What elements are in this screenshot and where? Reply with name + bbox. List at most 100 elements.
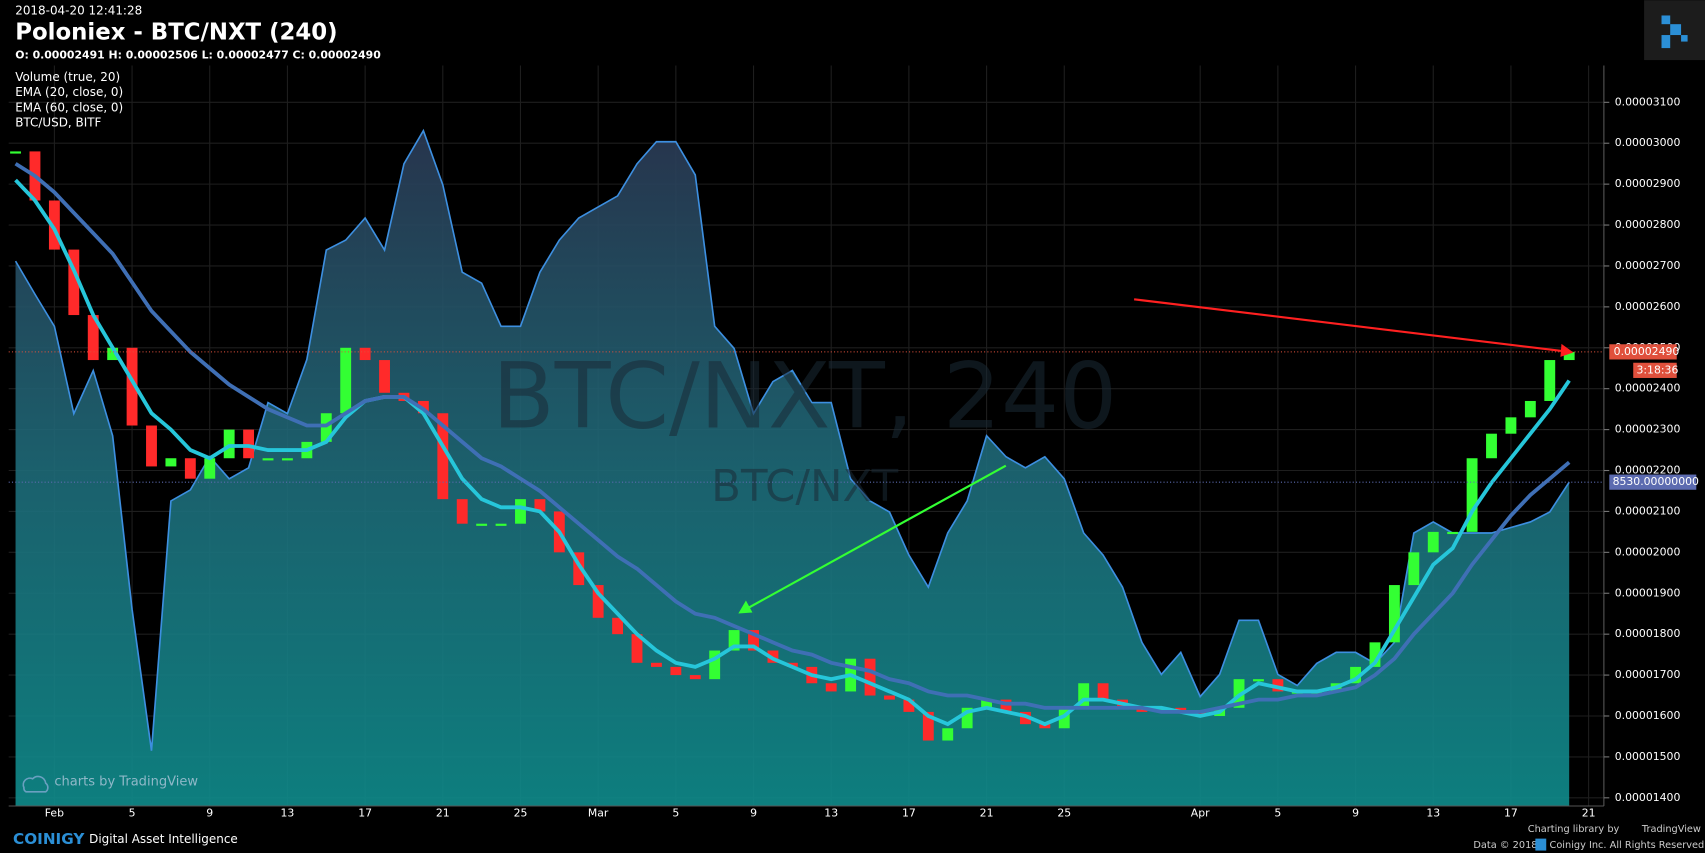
x-tick-label: 9 <box>1352 807 1359 820</box>
x-tick-label: 13 <box>824 807 838 820</box>
tv-logo <box>22 775 49 793</box>
price-bar <box>10 151 21 154</box>
price-bar <box>1097 683 1109 700</box>
legend-entry: Volume (true, 20) <box>15 70 120 84</box>
price-bar <box>146 425 157 467</box>
price-bar <box>1369 642 1381 667</box>
price-bar <box>864 658 876 696</box>
copyright-owner: Coinigy Inc. All Rights Reserved. <box>1550 840 1705 851</box>
price-bar <box>612 617 624 635</box>
price-bar <box>689 675 701 680</box>
chart-credit: charts by TradingView <box>54 775 198 790</box>
x-tick-label: 25 <box>514 807 528 820</box>
x-tick-label: 13 <box>1426 807 1440 820</box>
x-tick-label: 5 <box>672 807 679 820</box>
price-bar <box>1486 433 1497 459</box>
legend-entry: EMA (60, close, 0) <box>15 100 123 114</box>
area-line <box>14 128 1570 751</box>
timestamp: 2018-04-20 12:41:28 <box>15 4 142 18</box>
axis-background <box>1603 65 1705 806</box>
price-bar <box>48 200 60 250</box>
last-price-label: 0.00002490 <box>1614 345 1680 358</box>
price-bar <box>573 552 585 586</box>
axes: 0.00001400 0.00001500 0.00001600 0.00001700… <box>45 95 1681 819</box>
y-tick-label: 0.00003100 <box>1615 95 1681 108</box>
price-bar <box>825 683 837 692</box>
y-tick-label: 0.00002600 <box>1615 300 1681 313</box>
tagline: Digital Asset Intelligence <box>89 832 238 846</box>
last-price-tag <box>1609 344 1677 360</box>
price-bar <box>709 650 721 680</box>
y-tick-label: 0.00001400 <box>1615 791 1681 804</box>
price-bar <box>281 458 293 461</box>
x-tick-label: 17 <box>358 807 372 820</box>
price-bar <box>1175 707 1187 712</box>
price-bar <box>243 429 255 459</box>
price-bar <box>1388 585 1400 643</box>
y-tick-label: 0.00001800 <box>1615 627 1681 640</box>
x-tick-label: Mar <box>588 807 609 820</box>
price-bar <box>437 413 449 500</box>
x-tick-label: 21 <box>980 807 994 820</box>
price-bar <box>223 429 235 459</box>
ema-line <box>14 162 1571 714</box>
x-tick-label: 17 <box>1504 807 1518 820</box>
price-bar <box>961 707 973 729</box>
price-bar <box>1136 707 1148 712</box>
price-bar <box>340 347 352 414</box>
x-tick-label: 21 <box>1582 807 1596 820</box>
price-bar <box>1408 552 1420 586</box>
y-tick-label: 0.00001700 <box>1615 668 1681 681</box>
price-bar <box>1466 458 1478 532</box>
price-bar <box>1000 699 1012 712</box>
ohlc: O: 0.00002491 H: 0.00002506 L: 0.0000247… <box>15 49 381 62</box>
annotation-arrow <box>745 464 1007 611</box>
x-tick-label: 9 <box>206 807 213 820</box>
price-bar <box>534 499 546 512</box>
price-bar <box>359 347 371 361</box>
price-bar <box>922 711 934 741</box>
y-tick-label: 0.00002200 <box>1615 464 1681 477</box>
watermark: BTC/NXT, 240 <box>492 342 1117 449</box>
price-bar <box>204 458 216 479</box>
price-bar <box>165 458 177 467</box>
price-bar <box>1427 531 1439 553</box>
y-tick-label: 0.00002900 <box>1615 177 1681 190</box>
price-bar <box>1078 683 1090 708</box>
price-bar <box>379 360 390 393</box>
price-bar <box>650 662 662 667</box>
price-bar <box>884 695 895 700</box>
price-bar <box>456 499 468 524</box>
price-bar <box>903 699 915 712</box>
price-bar <box>1253 679 1264 682</box>
price-bar <box>262 458 274 461</box>
x-tick-label: 5 <box>1274 807 1281 820</box>
price-bar <box>631 634 643 663</box>
price-bar <box>107 347 119 361</box>
x-axis-background <box>0 805 1705 853</box>
price-bar <box>981 699 993 708</box>
y-tick-label: 0.00002400 <box>1615 382 1681 395</box>
x-tick-label: 5 <box>129 807 136 820</box>
price-bar <box>728 630 740 651</box>
copyright-year: Data © 2018 <box>1473 840 1537 851</box>
price-bar <box>184 458 196 479</box>
area-layer <box>14 128 1570 806</box>
x-tick-label: Apr <box>1191 807 1210 820</box>
y-tick-label: 0.00001500 <box>1615 750 1681 763</box>
y-tick-label: 0.00001900 <box>1615 586 1681 599</box>
x-tick-label: 13 <box>281 807 295 820</box>
price-bar <box>476 523 488 526</box>
price-bar <box>1447 531 1459 535</box>
area <box>15 130 1570 806</box>
annotation-arrow <box>1133 298 1566 353</box>
x-tick-label: 9 <box>750 807 757 820</box>
y-tick-label: 0.00002700 <box>1615 259 1681 272</box>
price-bar <box>1194 711 1206 716</box>
price-bar <box>1350 666 1361 684</box>
price-bar <box>126 347 138 426</box>
copyright-icon <box>1535 838 1547 851</box>
x-tick-label: 21 <box>436 807 450 820</box>
